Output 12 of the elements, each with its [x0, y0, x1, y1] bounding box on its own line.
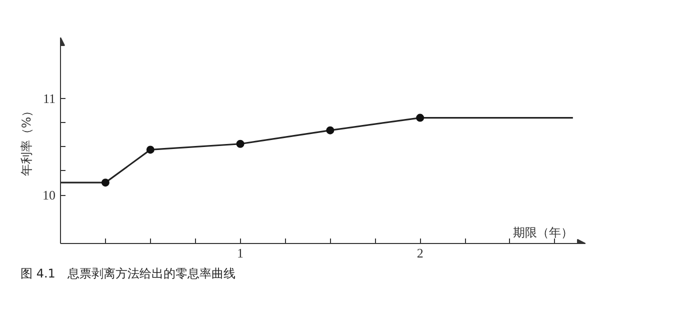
point [236, 140, 244, 148]
point [101, 178, 110, 187]
x-tick-label: 1 [237, 246, 244, 260]
x-tick-label: 2 [416, 246, 424, 260]
y-tick-label: 10 [42, 188, 56, 203]
x-axis-title: 期限（年） [512, 226, 573, 240]
point [416, 114, 424, 122]
text: 图 4.1 息票剥离方法给出的零息率曲线 [20, 266, 236, 280]
point [326, 126, 334, 134]
y-tick-label: 11 [42, 90, 56, 106]
point [146, 146, 154, 154]
y-axis-title: 年利率（%） [20, 104, 34, 176]
